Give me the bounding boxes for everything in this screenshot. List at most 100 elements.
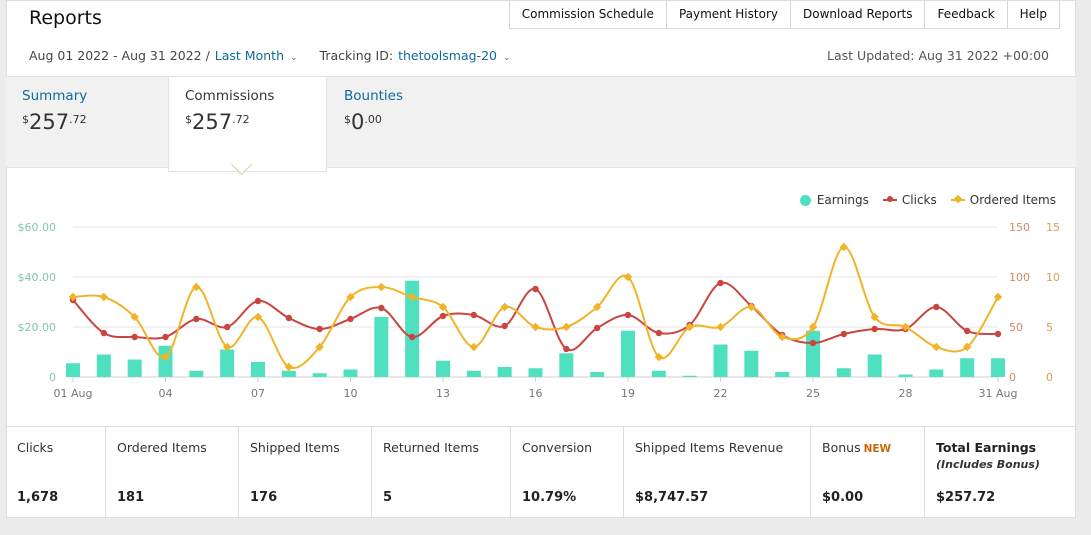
y-right-items-tick-label: 15 xyxy=(1046,221,1060,234)
earnings-bar xyxy=(96,354,111,377)
ordered-items-point xyxy=(623,272,633,282)
date-range: Aug 01 2022 - Aug 31 2022 / xyxy=(29,48,210,63)
metric-label: Conversion xyxy=(522,440,593,455)
amount-whole: 257 xyxy=(29,110,70,134)
chevron-down-icon: ⌄ xyxy=(290,53,298,63)
tracking-id-dropdown[interactable]: thetoolsmag-20 ⌄ xyxy=(398,48,510,63)
legend-ordered-items[interactable]: Ordered Items xyxy=(950,193,1056,207)
earnings-bar xyxy=(898,374,913,377)
period-dropdown[interactable]: Last Month ⌄ xyxy=(215,48,298,63)
metric-total-earnings: Total Earnings (Includes Bonus) $257.72 xyxy=(925,427,1076,519)
y-left-tick-label: 0 xyxy=(49,371,56,384)
tab-bounties[interactable]: Bounties $0.00 xyxy=(328,77,478,167)
clicks-point xyxy=(223,323,231,331)
amount-whole: 0 xyxy=(351,110,365,134)
summary-tabs: Summary $257.72 Commissions $257.72 Boun… xyxy=(6,76,1076,172)
earnings-bar xyxy=(343,369,358,377)
metric-value: 181 xyxy=(117,490,145,505)
legend-earnings[interactable]: Earnings xyxy=(799,193,869,207)
ordered-items-point xyxy=(438,302,448,312)
y-right-clicks-tick-label: 0 xyxy=(1009,371,1016,384)
metric-shipped-revenue: Shipped Items Revenue $8,747.57 xyxy=(624,427,811,519)
metric-bonus: Bonus NEW $0.00 xyxy=(811,427,925,519)
earnings-bar xyxy=(281,370,296,377)
clicks-point xyxy=(593,324,601,332)
ordered-items-point xyxy=(500,302,509,312)
ordered-items-point xyxy=(192,282,201,292)
legend-label: Earnings xyxy=(816,193,869,207)
ordered-items-point xyxy=(993,292,1003,302)
tab-amount: $257.72 xyxy=(185,110,310,134)
last-updated: Last Updated: Aug 31 2022 +00:00 xyxy=(827,48,1049,63)
earnings-bar xyxy=(251,362,265,377)
ordered-items-point xyxy=(161,352,170,362)
y-left-tick-label: $40.00 xyxy=(18,271,57,284)
ordered-items-point xyxy=(346,292,355,302)
earnings-bar xyxy=(528,368,543,377)
ordered-items-point xyxy=(932,342,941,352)
x-tick-label: 22 xyxy=(714,387,728,400)
ordered-items-point xyxy=(654,352,664,362)
clicks-point xyxy=(193,315,200,323)
x-tick-label: 10 xyxy=(344,387,358,400)
earnings-bar xyxy=(312,373,327,377)
earnings-swatch-icon xyxy=(799,194,811,206)
download-reports-button[interactable]: Download Reports xyxy=(789,1,926,29)
metric-label: Shipped Items Revenue xyxy=(635,440,784,455)
earnings-bar xyxy=(466,370,481,377)
tab-commissions[interactable]: Commissions $257.72 xyxy=(168,77,327,172)
clicks-point xyxy=(316,325,323,333)
feedback-button[interactable]: Feedback xyxy=(924,1,1008,29)
ordered-items-point xyxy=(901,322,910,332)
x-tick-label: 07 xyxy=(251,387,265,400)
x-tick-label: 13 xyxy=(436,387,450,400)
y-right-items-tick-label: 10 xyxy=(1046,271,1060,284)
chart-legend: Earnings Clicks Ordered Items xyxy=(786,193,1056,207)
new-badge: NEW xyxy=(863,443,892,455)
ordered-items-point xyxy=(253,312,263,322)
legend-clicks[interactable]: Clicks xyxy=(882,193,937,207)
help-button[interactable]: Help xyxy=(1006,1,1060,29)
ordered-items-point xyxy=(531,322,540,332)
currency-symbol: $ xyxy=(185,113,192,126)
metric-value: $0.00 xyxy=(822,490,864,505)
clicks-point xyxy=(100,329,108,337)
metric-conversion: Conversion 10.79% xyxy=(511,427,624,519)
earnings-bar xyxy=(66,363,80,377)
period-label: Last Month xyxy=(214,48,284,63)
metric-value: 10.79% xyxy=(522,490,577,505)
y-right-items-tick-label: 0 xyxy=(1046,371,1053,384)
ordered-items-line xyxy=(72,246,999,370)
metric-label: Bonus NEW xyxy=(822,440,913,455)
ordered-items-point xyxy=(562,322,571,332)
clicks-point xyxy=(933,303,940,311)
clicks-point xyxy=(408,333,416,341)
tab-label: Summary xyxy=(22,88,88,104)
ordered-items-point xyxy=(68,292,78,302)
x-tick-label: 31 Aug xyxy=(979,387,1018,400)
legend-label: Clicks xyxy=(901,193,937,207)
clicks-point xyxy=(439,312,447,320)
commission-schedule-button[interactable]: Commission Schedule xyxy=(508,1,667,29)
clicks-point xyxy=(563,345,570,353)
clicks-point xyxy=(162,333,169,341)
metrics-row: Clicks 1,678 Ordered Items 181 Shipped I… xyxy=(6,426,1076,519)
clicks-point xyxy=(994,330,1002,338)
earnings-bar xyxy=(436,360,450,377)
y-right-clicks-tick-label: 100 xyxy=(1009,271,1030,284)
clicks-point xyxy=(717,279,724,287)
amount-cents: .00 xyxy=(364,113,382,126)
ordered-items-point xyxy=(222,342,232,352)
ordered-items-point xyxy=(407,292,417,302)
payment-history-button[interactable]: Payment History xyxy=(665,1,791,29)
filter-bar: Aug 01 2022 - Aug 31 2022 / Last Month ⌄ … xyxy=(29,48,511,63)
top-nav: Commission Schedule Payment History Down… xyxy=(508,1,1060,29)
earnings-bar xyxy=(806,330,820,377)
ordered-items-point xyxy=(808,322,818,332)
y-left-tick-label: $20.00 xyxy=(18,321,57,334)
amount-whole: 257 xyxy=(192,110,233,134)
tab-summary[interactable]: Summary $257.72 xyxy=(6,77,168,167)
earnings-bar xyxy=(991,358,1005,377)
metric-ordered-items: Ordered Items 181 xyxy=(106,427,239,519)
clicks-point xyxy=(532,285,539,293)
